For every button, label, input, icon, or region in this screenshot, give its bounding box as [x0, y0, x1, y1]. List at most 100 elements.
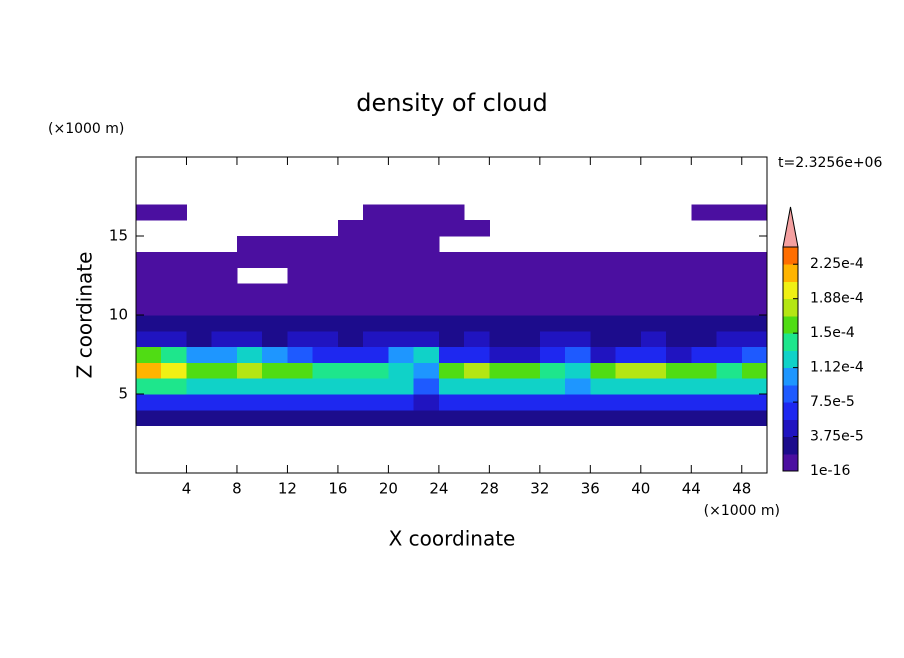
annotation: t=2.3256e+06 [778, 155, 882, 171]
contour-cell [363, 315, 389, 332]
contour-field [136, 204, 768, 427]
contour-cell [666, 346, 692, 363]
contour-cell [438, 362, 465, 379]
contour-cell [312, 362, 339, 379]
contour-cell [161, 362, 187, 379]
contour-cell [464, 220, 490, 237]
contour-cell [691, 299, 718, 316]
contour-cell [539, 251, 566, 269]
colorbar-band [783, 247, 798, 265]
contour-cell [136, 204, 162, 221]
contour-cell [716, 330, 743, 348]
contour-cell [691, 267, 718, 284]
contour-cell [539, 315, 566, 332]
contour-cell [741, 283, 768, 300]
colorbar-band [783, 384, 798, 403]
contour-cell [438, 378, 465, 395]
contour-cell [312, 283, 339, 300]
contour-cell [464, 346, 490, 363]
contour-cell [136, 394, 162, 411]
y-tick-label: 5 [118, 385, 128, 403]
contour-cell [666, 378, 692, 395]
contour-cell [539, 299, 566, 316]
colorbar-tick-label: 1.12e-4 [810, 360, 864, 376]
contour-cell [438, 220, 465, 237]
contour-cell [590, 394, 617, 411]
contour-cell [615, 409, 642, 427]
colorbar-band [783, 264, 798, 282]
contour-cell [615, 315, 642, 332]
contour-cell [413, 251, 440, 269]
colorbar-band [783, 453, 798, 472]
contour-cell [136, 299, 162, 316]
contour-cell [413, 283, 440, 300]
contour-cell [615, 283, 642, 300]
contour-cell [262, 362, 288, 379]
contour-cell [640, 409, 667, 427]
colorbar-extension [782, 206, 799, 248]
contour-cell [388, 204, 415, 221]
contour-cell [211, 330, 238, 348]
contour-cell [388, 236, 415, 253]
colorbar-band [783, 419, 798, 438]
contour-cell [413, 330, 440, 348]
contour-cell [312, 409, 339, 427]
contour-cell [363, 236, 389, 253]
contour-cell [691, 362, 718, 379]
contour-cell [666, 409, 692, 427]
contour-cell [741, 409, 768, 427]
contour-cell [211, 267, 238, 284]
contour-cell [337, 251, 364, 269]
contour-cell [716, 204, 743, 221]
contour-cell [514, 346, 541, 363]
contour-cell [716, 251, 743, 269]
contour-cell [388, 251, 415, 269]
contour-cell [186, 378, 213, 395]
contour-cell [136, 362, 162, 379]
contour-cell [413, 346, 440, 363]
x-tick-label: 24 [429, 480, 448, 498]
contour-cell [741, 267, 768, 284]
contour-cell [136, 283, 162, 300]
contour-cell [464, 315, 490, 332]
contour-cell [741, 204, 768, 221]
contour-cell [186, 394, 213, 411]
contour-cell [136, 378, 162, 395]
contour-cell [161, 378, 187, 395]
contour-cell [716, 315, 743, 332]
contour-cell [539, 283, 566, 300]
contour-cell [640, 251, 667, 269]
contour-cell [438, 267, 465, 284]
contour-cell [640, 362, 667, 379]
contour-cell [287, 315, 314, 332]
contour-cell [716, 299, 743, 316]
contour-cell [615, 251, 642, 269]
contour-cell [615, 394, 642, 411]
contour-cell [640, 394, 667, 411]
colorbar-tick-label: 7.5e-5 [810, 394, 855, 410]
contour-cell [615, 378, 642, 395]
contour-cell [413, 315, 440, 332]
contour-cell [565, 267, 591, 284]
contour-cell [666, 283, 692, 300]
contour-cell [337, 409, 364, 427]
contour-cell [211, 378, 238, 395]
contour-cell [514, 330, 541, 348]
contour-cell [565, 394, 591, 411]
contour-cell [262, 236, 288, 253]
contour-cell [186, 299, 213, 316]
contour-cell [438, 204, 465, 221]
contour-cell [514, 378, 541, 395]
contour-cell [666, 362, 692, 379]
contour-cell [590, 409, 617, 427]
x-unit: (×1000 m) [704, 503, 780, 519]
contour-cell [413, 378, 440, 395]
contour-cell [514, 283, 541, 300]
contour-cell [691, 378, 718, 395]
contour-cell [287, 378, 314, 395]
contour-cell [236, 236, 263, 253]
contour-cell [716, 394, 743, 411]
contour-cell [236, 409, 263, 427]
contour-cell [489, 267, 516, 284]
